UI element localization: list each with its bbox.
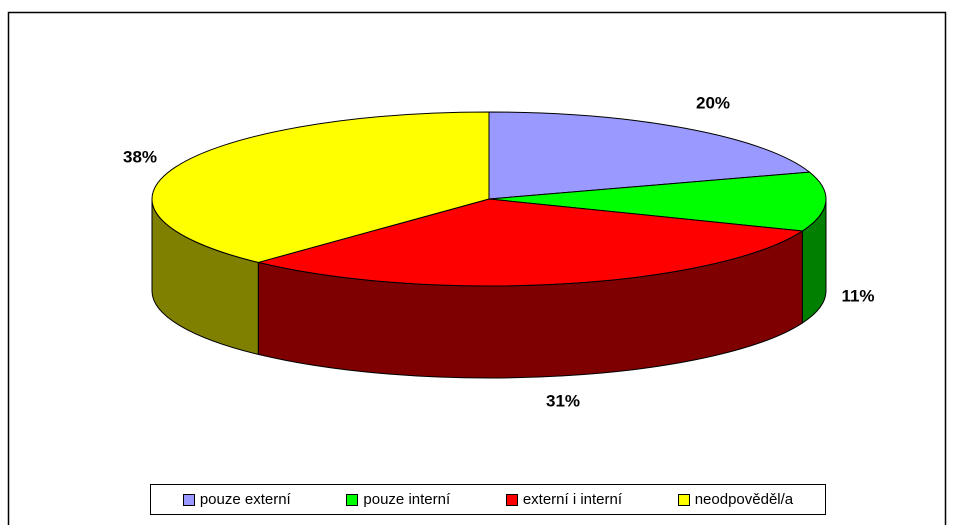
legend: pouze externí pouze interní externí i inte… (150, 484, 826, 515)
legend-label: externí i interní (522, 491, 623, 508)
legend-label: pouze interní (363, 491, 451, 508)
legend-item: neodpověděl/a (677, 491, 794, 508)
slice (256, 198, 804, 287)
legend-swatch (677, 493, 690, 506)
pie-tops (151, 111, 827, 287)
legend-label: neodpověděl/a (694, 491, 794, 508)
legend-item: pouze externí (182, 491, 291, 508)
pie-sides (151, 198, 827, 379)
data-label: 20% (696, 93, 730, 112)
data-label: 31% (546, 391, 580, 410)
legend-swatch (505, 493, 518, 506)
slice (151, 111, 490, 263)
data-labels: 20% 11% 31% 38% (123, 93, 875, 410)
chart-frame (7, 11, 947, 525)
legend-item: pouze interní (346, 491, 450, 508)
legend-label: pouze externí (199, 491, 291, 508)
data-label: 11% (841, 286, 874, 305)
legend-swatch (182, 493, 195, 506)
legend-swatch (346, 493, 359, 506)
slice (488, 171, 827, 232)
data-label: 38% (123, 147, 157, 166)
legend-item: externí i interní (505, 491, 623, 508)
slice (488, 111, 811, 200)
